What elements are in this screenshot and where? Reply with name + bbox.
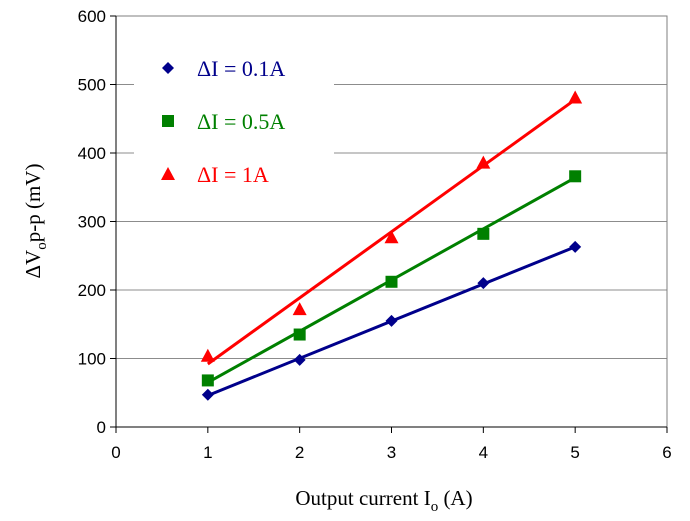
data-point-triangle [292,302,307,316]
y-tick-label: 300 [78,213,106,232]
legend-marker-square [162,115,174,127]
data-point-diamond [293,353,306,366]
y-tick-label: 100 [78,350,106,369]
x-tick-label: 5 [570,443,579,462]
x-axis-ticks: 0 1 2 3 4 5 6 [111,426,672,462]
y-tick-label: 400 [78,144,106,163]
y-tick-label: 0 [97,418,106,437]
data-point-triangle [476,155,491,169]
legend-label: ΔI = 0.1A [197,56,285,81]
data-points [200,90,583,401]
legend: ΔI = 0.1A ΔI = 0.5A ΔI = 1A [161,56,285,187]
x-tick-label: 3 [387,443,396,462]
y-axis-title: ΔVop-p (mV) [21,164,50,279]
data-point-diamond [201,388,214,401]
x-tick-label: 6 [662,443,671,462]
data-point-square [477,227,490,240]
y-tick-label: 600 [78,7,106,26]
data-point-diamond [477,277,490,290]
data-point-triangle [384,230,399,244]
data-point-square [569,170,582,183]
data-point-diamond [569,240,582,253]
data-point-triangle [200,348,215,362]
y-tick-label: 200 [78,281,106,300]
legend-label: ΔI = 0.5A [197,109,285,134]
data-point-triangle [568,90,583,104]
y-axis-ticks: 0 100 200 300 400 500 600 [78,7,117,437]
data-point-square [293,328,306,341]
y-tick-label: 500 [78,76,106,95]
data-point-diamond [385,314,398,327]
x-tick-label: 1 [203,443,212,462]
x-tick-label: 0 [111,443,120,462]
data-point-square [385,275,398,288]
x-tick-label: 2 [295,443,304,462]
legend-label: ΔI = 1A [197,162,269,187]
x-axis-title: Output current Io (A) [295,486,472,515]
legend-marker-diamond [162,62,174,74]
data-point-square [201,374,214,387]
legend-marker-triangle [161,167,175,180]
x-tick-label: 4 [479,443,488,462]
